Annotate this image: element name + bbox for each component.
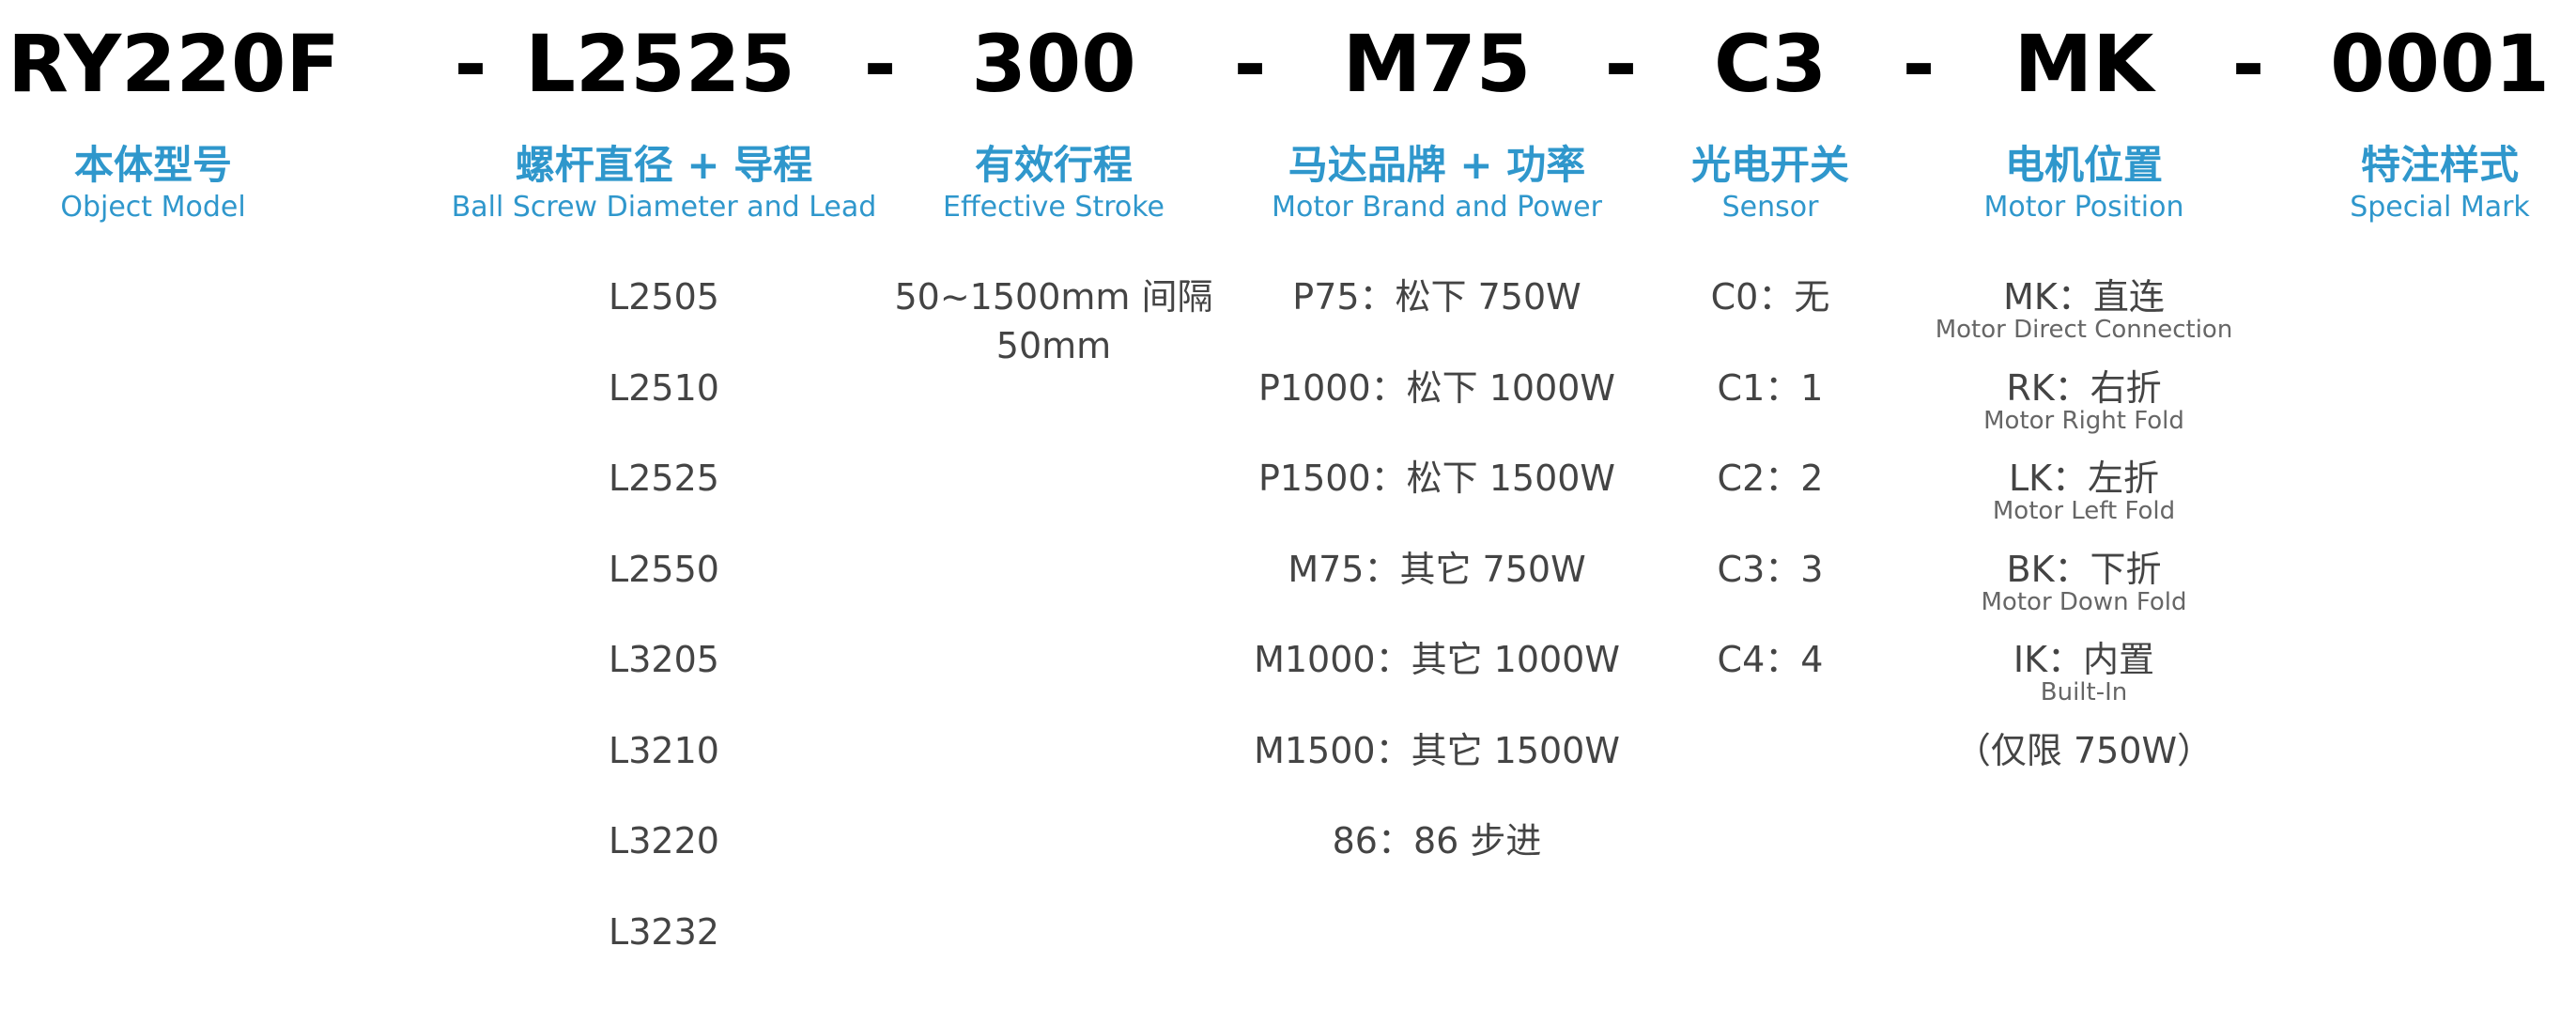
code-separator: - bbox=[1902, 18, 1936, 110]
position-option: LK：左折 bbox=[2008, 458, 2160, 499]
code-separator: - bbox=[454, 18, 487, 110]
motor-option: P1500：松下 1500W bbox=[1258, 458, 1615, 499]
screw-option: L2510 bbox=[609, 366, 719, 409]
position-option-en: Motor Direct Connection bbox=[1935, 316, 2233, 344]
column-header-en: Motor Brand and Power bbox=[1272, 191, 1602, 224]
position-option: BK：下折 bbox=[2006, 548, 2162, 590]
code-segment: MK bbox=[2013, 18, 2154, 110]
code-separator: - bbox=[2231, 18, 2265, 110]
sensor-option: C4：4 bbox=[1717, 639, 1824, 680]
code-segment: M75 bbox=[1342, 18, 1532, 110]
column-header-cn: 螺杆直径 + 导程 bbox=[515, 142, 813, 188]
column-header-cn: 本体型号 bbox=[73, 142, 233, 188]
code-separator: - bbox=[863, 18, 897, 110]
position-option-en: Built-In bbox=[2040, 678, 2128, 706]
sensor-option: C1：1 bbox=[1717, 366, 1824, 409]
screw-option: L2525 bbox=[609, 458, 719, 499]
motor-option: P75：松下 750W bbox=[1292, 276, 1581, 318]
position-option: MK：直连 bbox=[2003, 276, 2165, 318]
code-segment: 0001 bbox=[2330, 18, 2550, 110]
column-header-cn: 马达品牌 + 功率 bbox=[1288, 142, 1586, 188]
code-separator: - bbox=[1604, 18, 1638, 110]
motor-option: M75：其它 750W bbox=[1288, 548, 1586, 590]
column-header-en: Ball Screw Diameter and Lead bbox=[451, 191, 877, 224]
screw-option: L3232 bbox=[609, 910, 719, 953]
column-header-en: Object Model bbox=[60, 191, 246, 224]
screw-option: L3205 bbox=[609, 639, 719, 680]
code-separator: - bbox=[1233, 18, 1267, 110]
position-option-en: Motor Right Fold bbox=[1983, 406, 2184, 435]
position-option-en: Motor Down Fold bbox=[1981, 587, 2187, 616]
motor-option: M1500：其它 1500W bbox=[1254, 729, 1620, 771]
position-option: RK：右折 bbox=[2006, 366, 2162, 409]
code-segment: 300 bbox=[971, 18, 1136, 110]
screw-option: L3220 bbox=[609, 820, 719, 862]
code-segment: L2525 bbox=[525, 18, 795, 110]
column-header-cn: 有效行程 bbox=[974, 142, 1134, 188]
column-header-en: Sensor bbox=[1721, 191, 1819, 224]
column-header-cn: 电机位置 bbox=[2004, 142, 2164, 188]
sensor-option: C3：3 bbox=[1717, 548, 1824, 590]
column-header-cn: 光电开关 bbox=[1690, 142, 1850, 188]
column-header-en: Effective Stroke bbox=[942, 191, 1165, 224]
position-note: （仅限 750W） bbox=[1954, 729, 2214, 771]
column-header-en: Motor Position bbox=[1983, 191, 2184, 224]
code-segment: C3 bbox=[1713, 18, 1828, 110]
screw-option: L2505 bbox=[609, 276, 719, 318]
sensor-option: C0：无 bbox=[1710, 276, 1830, 318]
motor-option: 86：86 步进 bbox=[1332, 820, 1542, 862]
motor-option: P1000：松下 1000W bbox=[1258, 366, 1615, 409]
position-option-en: Motor Left Fold bbox=[1992, 497, 2176, 525]
motor-option: M1000：其它 1000W bbox=[1254, 639, 1620, 680]
stroke-range: 50mm bbox=[995, 325, 1112, 366]
sensor-option: C2：2 bbox=[1717, 458, 1824, 499]
column-header-en: Special Mark bbox=[2350, 191, 2530, 224]
stroke-range: 50~1500mm 间隔 bbox=[894, 276, 1213, 318]
column-header-cn: 特注样式 bbox=[2360, 142, 2520, 188]
position-option: IK：内置 bbox=[2013, 639, 2155, 680]
screw-option: L2550 bbox=[609, 548, 719, 590]
screw-option: L3210 bbox=[609, 729, 719, 771]
code-segment: RY220F bbox=[8, 18, 340, 110]
